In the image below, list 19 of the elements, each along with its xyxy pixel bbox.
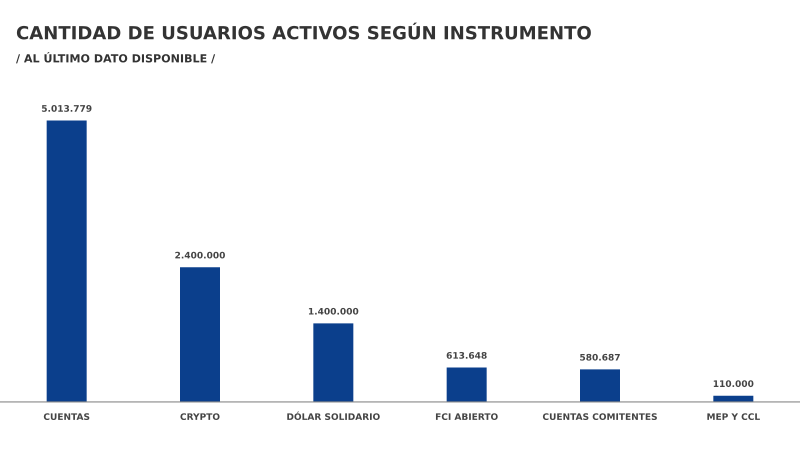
bar (180, 267, 220, 402)
data-label: 613.648 (446, 352, 487, 359)
data-label: 580.687 (580, 354, 620, 361)
bar (446, 368, 487, 402)
x-tick-label: CUENTAS (44, 413, 90, 420)
x-tick-label: CUENTAS COMITENTES (542, 413, 657, 420)
bar (46, 120, 87, 402)
x-tick-label: DÓLAR SOLIDARIO (287, 412, 380, 420)
chart-title: CANTIDAD DE USUARIOS ACTIVOS SEGÚN INSTRUMENTO (16, 22, 591, 40)
data-label: 5.013.779 (42, 105, 92, 112)
data-label: 2.400.000 (175, 252, 225, 259)
x-tick-label: FCI ABIERTO (436, 413, 498, 420)
chart-subtitle: / AL ÚLTIMO DATO DISPONIBLE / (16, 52, 216, 64)
bar (580, 369, 620, 402)
data-label: 110.000 (714, 380, 754, 388)
bar (313, 323, 354, 402)
x-tick-label: CRYPTO (180, 413, 220, 420)
x-tick-label: MEP Y CCL (707, 413, 760, 420)
data-label: 1.400.000 (308, 308, 358, 315)
